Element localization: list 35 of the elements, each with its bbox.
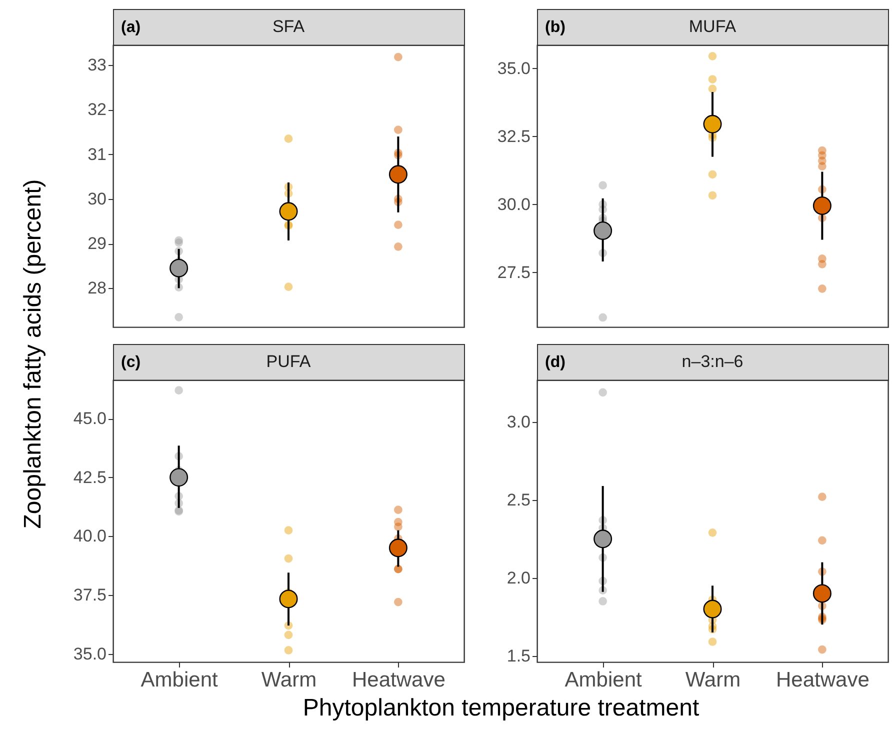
y-tick-label: 35.0 xyxy=(497,58,530,78)
text: (a) xyxy=(121,19,141,36)
chart-title: PUFA xyxy=(266,352,312,371)
y-tick-label: 2.0 xyxy=(506,568,530,588)
y-tick-label: 30 xyxy=(88,189,106,208)
y-tick-label: 28 xyxy=(88,278,106,298)
y-tick-label: 35.0 xyxy=(73,644,106,664)
x-axis-title: Phytoplankton temperature treatment xyxy=(302,694,700,722)
x-tick-label: Warm xyxy=(261,668,317,692)
y-tick-label: 45.0 xyxy=(73,409,106,428)
text: (b) xyxy=(545,19,566,36)
x-tick-label: Ambient xyxy=(140,668,218,692)
y-tick-label: 29 xyxy=(88,234,106,254)
y-tick-label: 30.0 xyxy=(497,194,530,214)
x-tick-label: Heatwave xyxy=(776,668,870,692)
x-tick-label: Heatwave xyxy=(352,668,446,692)
y-tick-label: 32 xyxy=(88,100,106,120)
x-tick-label: Warm xyxy=(685,668,741,692)
y-tick-label: 31 xyxy=(88,144,106,164)
y-tick-label: 42.5 xyxy=(73,468,106,487)
y-axis-title: Zooplankton fatty acids (percent) xyxy=(20,179,46,529)
x-tick-label: Ambient xyxy=(564,668,642,692)
text: (d) xyxy=(545,354,566,371)
chart-title: MUFA xyxy=(688,17,737,36)
y-tick-label: 27.5 xyxy=(497,262,530,282)
y-tick-label: 37.5 xyxy=(73,585,106,604)
y-tick-label: 33 xyxy=(88,56,106,75)
chart-title: SFA xyxy=(272,17,306,36)
y-tick-label: 32.5 xyxy=(497,126,530,146)
y-tick-label: 40.0 xyxy=(73,526,106,546)
chart-title: n–3:n–6 xyxy=(682,352,744,371)
y-tick-label: 2.5 xyxy=(506,490,530,510)
y-tick-label: 1.5 xyxy=(506,646,530,666)
text: (c) xyxy=(121,354,141,371)
y-tick-label: 3.0 xyxy=(506,412,530,432)
